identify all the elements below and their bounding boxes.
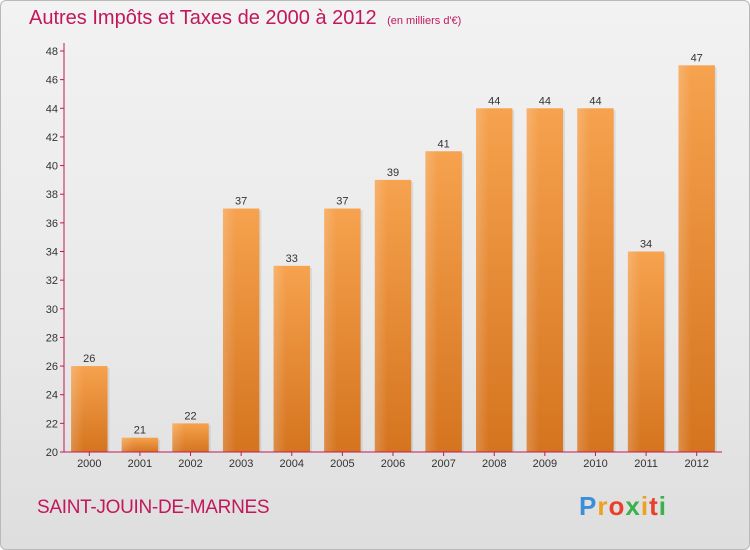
x-tick-label: 2000 (77, 458, 101, 470)
data-label: 44 (589, 95, 601, 107)
bar-highlight (222, 208, 236, 452)
bar-highlight (627, 251, 641, 452)
x-tick-label: 2009 (533, 458, 557, 470)
x-tick-label: 2011 (634, 458, 658, 470)
chart-subtitle: (en milliers d'€) (387, 15, 462, 27)
data-label: 39 (387, 167, 399, 179)
x-tick-label: 2006 (381, 458, 405, 470)
logo-letter: o (608, 491, 626, 521)
y-tick-label: 48 (46, 46, 58, 58)
data-label: 22 (184, 410, 196, 422)
y-tick-label: 32 (46, 275, 58, 287)
y-tick-label: 24 (46, 390, 58, 402)
data-label: 21 (134, 425, 146, 437)
y-tick-label: 36 (46, 218, 58, 230)
data-label: 47 (691, 52, 703, 64)
x-tick-label: 2007 (431, 458, 455, 470)
data-label: 37 (336, 196, 348, 208)
data-label: 44 (539, 95, 551, 107)
y-tick-label: 34 (46, 247, 58, 259)
bar-highlight (324, 208, 337, 452)
x-tick-label: 2005 (330, 458, 354, 470)
logo-letter: x (625, 491, 641, 521)
y-tick-label: 42 (46, 132, 58, 144)
bar-highlight (172, 423, 186, 452)
bar-highlight (526, 108, 540, 453)
bar-highlight (71, 366, 84, 452)
logo-letter: t (649, 491, 659, 521)
data-label: 41 (437, 138, 449, 150)
data-label: 26 (83, 353, 95, 365)
data-label: 33 (286, 253, 298, 265)
logo-letter: i (640, 491, 650, 521)
y-tick-label: 38 (46, 189, 58, 201)
x-tick-label: 2012 (684, 458, 708, 470)
y-tick-label: 28 (46, 332, 58, 344)
data-label: 37 (235, 196, 247, 208)
bar-highlight (425, 151, 439, 452)
x-tick-label: 2002 (178, 458, 202, 470)
y-tick-label: 22 (46, 418, 58, 430)
commune-name: SAINT-JOUIN-DE-MARNES (37, 497, 270, 518)
data-label: 34 (640, 239, 652, 251)
y-tick-label: 30 (46, 304, 58, 316)
bar-highlight (476, 108, 489, 453)
y-tick-label: 46 (46, 75, 58, 87)
x-tick-label: 2004 (280, 458, 304, 470)
bar-highlight (121, 437, 135, 452)
bar-highlight (678, 65, 692, 453)
proxiti-logo: Proxiti (579, 491, 667, 522)
x-tick-label: 2010 (583, 458, 607, 470)
bar-highlight (577, 108, 590, 453)
chart-title-block: Autres Impôts et Taxes de 2000 à 2012 (e… (29, 7, 461, 30)
data-label: 44 (488, 95, 500, 107)
y-tick-label: 40 (46, 161, 58, 173)
x-tick-label: 2001 (128, 458, 152, 470)
logo-letter: r (597, 491, 609, 521)
y-tick-label: 44 (46, 103, 58, 115)
x-tick-label: 2008 (482, 458, 506, 470)
x-tick-label: 2003 (229, 458, 253, 470)
y-tick-label: 26 (46, 361, 58, 373)
y-tick-label: 20 (46, 447, 58, 459)
chart-title: Autres Impôts et Taxes de 2000 à 2012 (29, 7, 377, 29)
bar-highlight (273, 265, 287, 452)
logo-letter: i (658, 491, 667, 521)
bar-highlight (374, 179, 388, 452)
logo-letter: P (579, 491, 598, 521)
